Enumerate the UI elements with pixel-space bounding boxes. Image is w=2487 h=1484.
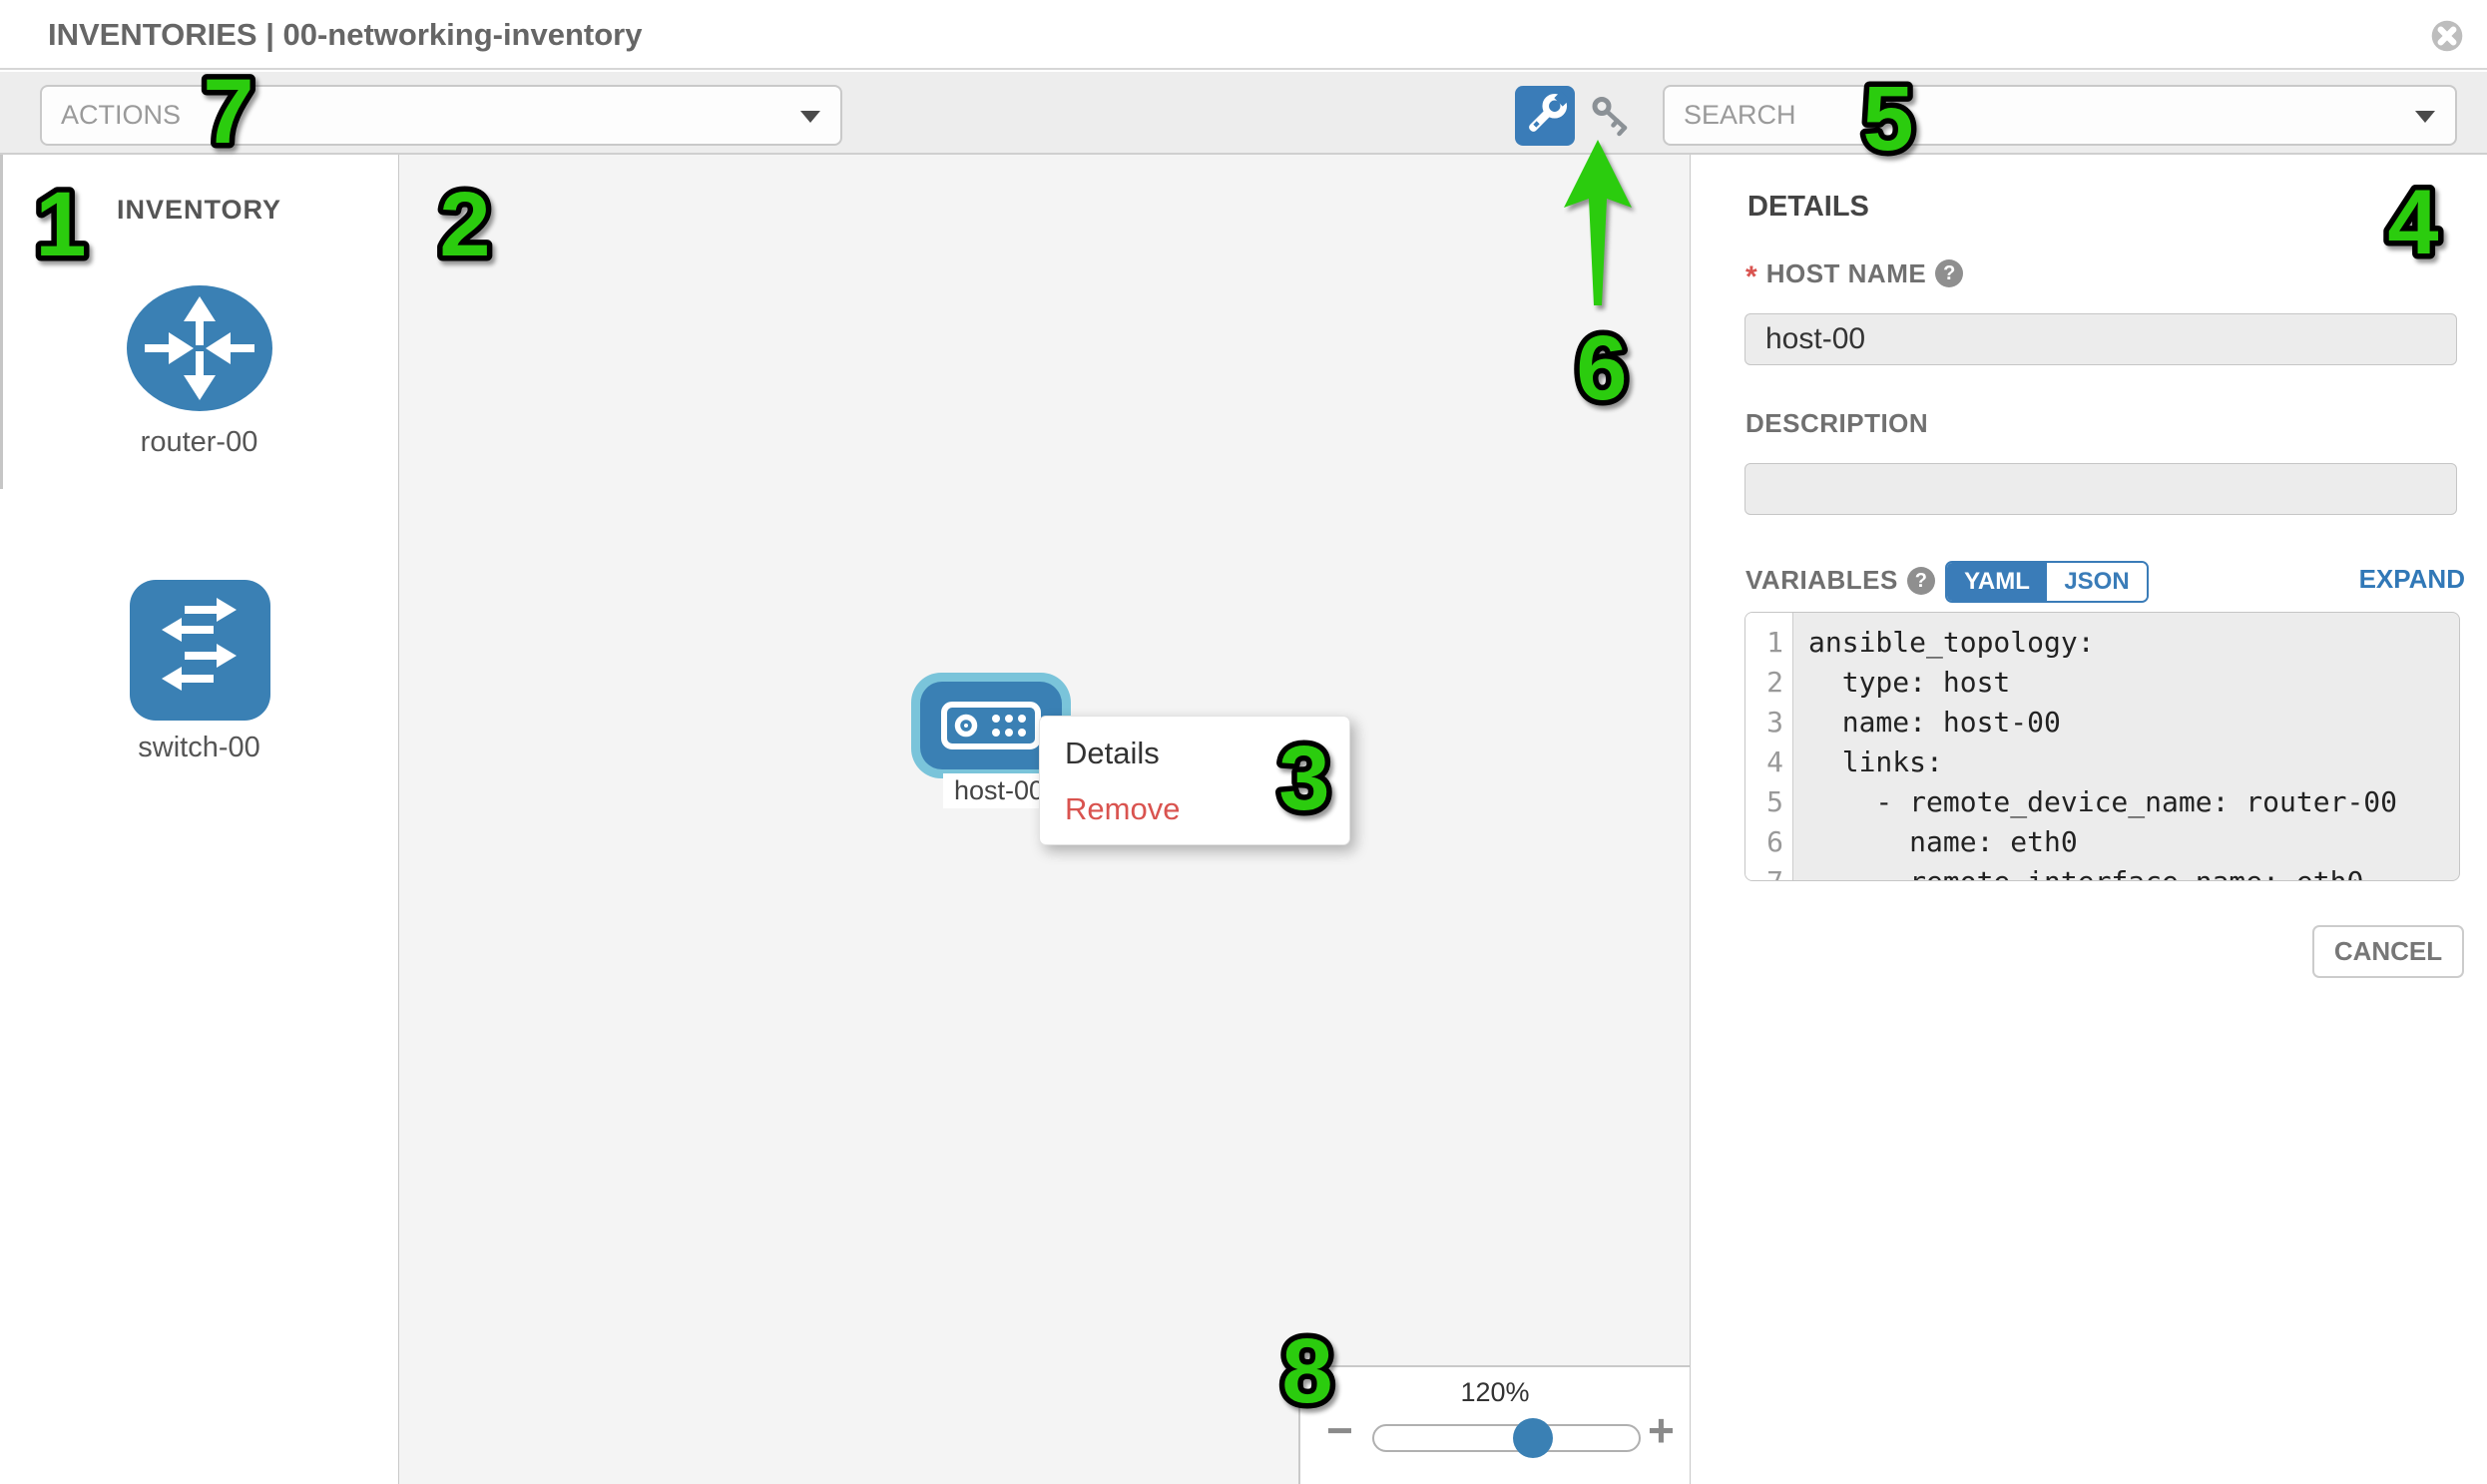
- palette-item-router[interactable]: [125, 283, 274, 413]
- code-line: links:: [1808, 745, 1943, 778]
- line-number: 2: [1766, 666, 1783, 699]
- description-label: DESCRIPTION: [1745, 408, 1929, 438]
- tab-json[interactable]: JSON: [2047, 563, 2147, 601]
- host-name-label-row: * HOST NAME ?: [1745, 256, 1964, 293]
- zoom-slider-handle[interactable]: [1513, 1418, 1553, 1458]
- host-icon: [941, 702, 1041, 749]
- palette-item-switch[interactable]: [130, 580, 270, 721]
- variables-label-row: VARIABLES ?: [1745, 565, 1935, 596]
- sidebar-scroll-edge: [0, 155, 3, 489]
- host-name-input[interactable]: [1744, 313, 2457, 365]
- chevron-down-icon: [2415, 111, 2435, 123]
- description-input[interactable]: [1744, 463, 2457, 515]
- details-panel: DETAILS * HOST NAME ? DESCRIPTION VARIAB…: [1690, 155, 2487, 1484]
- tools-button[interactable]: [1515, 86, 1575, 146]
- search-dropdown-label: SEARCH: [1684, 100, 1796, 130]
- tab-yaml[interactable]: YAML: [1947, 563, 2047, 601]
- context-menu-item-details[interactable]: Details: [1065, 736, 1160, 770]
- variables-format-toggle: YAML JSON: [1945, 561, 2149, 603]
- header-bar: INVENTORIES | 00-networking-inventory: [0, 0, 2487, 70]
- help-icon[interactable]: ?: [1935, 259, 1964, 287]
- variables-code-editor[interactable]: 1 2 3 4 5 6 7 ansible_topology: type: ho…: [1744, 612, 2460, 881]
- inventory-heading: INVENTORY: [116, 195, 282, 225]
- code-line: ansible_topology:: [1808, 626, 2095, 659]
- line-number: 1: [1766, 626, 1783, 659]
- key-icon: [1592, 97, 1628, 137]
- close-icon: [2431, 20, 2463, 52]
- actions-dropdown[interactable]: ACTIONS: [40, 85, 842, 146]
- line-number: 5: [1766, 785, 1783, 818]
- context-menu-item-remove[interactable]: Remove: [1065, 791, 1181, 826]
- variables-label: VARIABLES: [1745, 565, 1898, 595]
- editor-line-number-gutter: 1 2 3 4 5 6 7: [1745, 613, 1793, 880]
- required-marker: *: [1745, 260, 1757, 293]
- expand-link[interactable]: EXPAND: [2358, 564, 2465, 594]
- host-node-label: host-00: [943, 773, 1056, 808]
- zoom-level-readout: 120%: [1460, 1377, 1530, 1407]
- zoom-control-panel: 120% − +: [1298, 1365, 1690, 1484]
- host-name-label: HOST NAME: [1765, 257, 1927, 288]
- chevron-down-icon: [800, 111, 820, 123]
- page-title: INVENTORIES | 00-networking-inventory: [48, 17, 643, 52]
- context-menu: Details Remove: [1039, 716, 1350, 845]
- toolbar: ACTIONS: [0, 72, 2487, 155]
- palette-item-label: router-00: [140, 426, 258, 458]
- help-icon[interactable]: ?: [1906, 566, 1935, 595]
- search-dropdown[interactable]: SEARCH: [1663, 85, 2457, 146]
- host-node-body: [920, 682, 1062, 769]
- line-number: 6: [1766, 825, 1783, 858]
- inventory-sidebar: INVENTORY router-00: [0, 155, 399, 1484]
- switch-icon: [130, 580, 270, 721]
- editor-code-area: ansible_topology: type: host name: host-…: [1794, 613, 2459, 880]
- code-line: type: host: [1808, 666, 2011, 699]
- details-heading: DETAILS: [1747, 191, 1869, 223]
- code-line: name: host-00: [1808, 706, 2061, 739]
- topology-canvas[interactable]: host-00 Details Remove 120% − +: [399, 155, 1690, 1484]
- router-icon: [127, 285, 272, 411]
- actions-dropdown-label: ACTIONS: [61, 100, 182, 130]
- zoom-out-button[interactable]: −: [1326, 1404, 1353, 1456]
- line-number: 3: [1766, 706, 1783, 739]
- cancel-button[interactable]: CANCEL: [2312, 925, 2464, 978]
- close-button[interactable]: [2429, 18, 2465, 54]
- line-number: 4: [1766, 745, 1783, 778]
- code-line: name: eth0: [1808, 825, 2078, 858]
- line-number: 7: [1745, 862, 1792, 880]
- key-button[interactable]: [1587, 92, 1637, 142]
- palette-item-label: switch-00: [138, 732, 260, 763]
- zoom-in-button[interactable]: +: [1648, 1404, 1675, 1456]
- code-line: - remote_device_name: router-00: [1808, 785, 2398, 818]
- zoom-slider-track[interactable]: [1372, 1424, 1641, 1452]
- description-label-row: DESCRIPTION: [1745, 408, 1928, 439]
- code-line: remote_interface_name: eth0: [1808, 862, 2459, 880]
- wrench-icon: [1529, 91, 1570, 132]
